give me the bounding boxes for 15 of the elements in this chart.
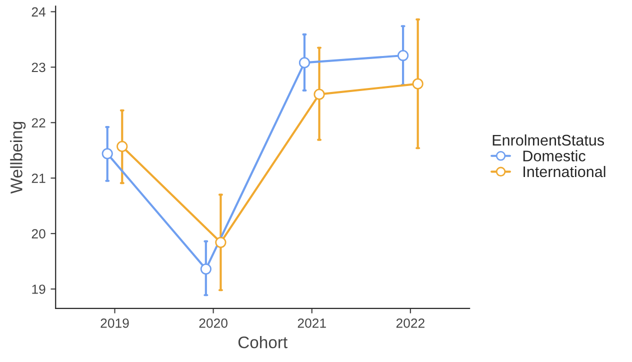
y-tick-label: 19 — [32, 284, 46, 294]
x-tick-label: 2020 — [199, 318, 228, 328]
legend-title: EnrolmentStatus — [492, 134, 604, 146]
legend-label: Domestic — [523, 150, 586, 162]
y-tick-label: 24 — [32, 7, 46, 16]
y-tick-label: 20 — [32, 229, 46, 238]
x-tick-label: 2022 — [396, 318, 424, 328]
y-tick-label: 22 — [32, 118, 46, 128]
y-tick-label: 23 — [32, 62, 46, 72]
y-tick-label: 21 — [32, 174, 46, 183]
x-axis-title: Cohort — [238, 336, 288, 348]
legend-label: International — [524, 166, 606, 178]
x-tick-label: 2019 — [100, 318, 129, 328]
x-tick-label: 2021 — [298, 318, 326, 328]
y-axis-title: Wellbeing — [10, 122, 26, 194]
